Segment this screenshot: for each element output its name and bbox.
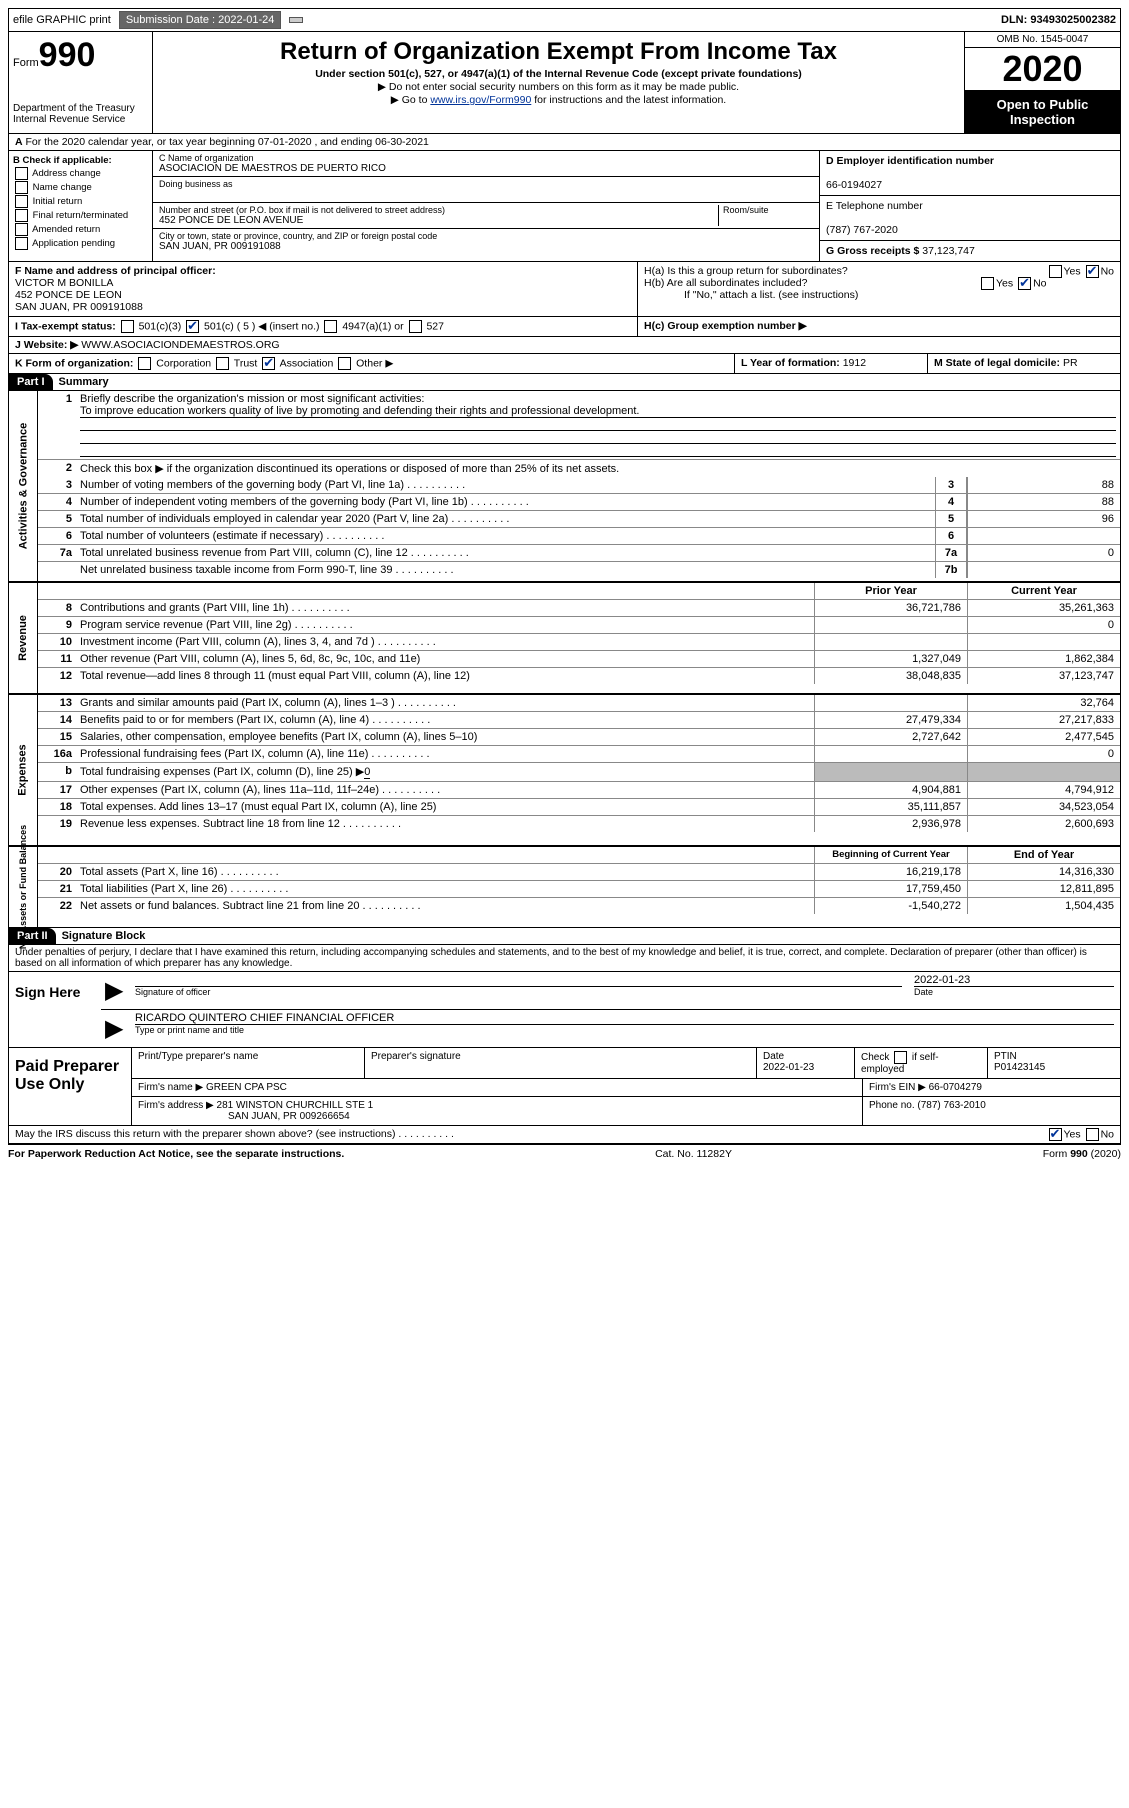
part-i-header: Part ISummary	[8, 374, 1121, 391]
part-ii-header: Part IISignature Block	[8, 928, 1121, 945]
officer-name: RICARDO QUINTERO CHIEF FINANCIAL OFFICER	[135, 1012, 394, 1024]
state-domicile: PR	[1063, 357, 1078, 369]
website-row: J Website: ▶ WWW.ASOCIACIONDEMAESTROS.OR…	[8, 337, 1121, 354]
box-deg: D Employer identification number 66-0194…	[819, 151, 1120, 261]
org-street: 452 PONCE DE LEON AVENUE	[159, 215, 718, 226]
officer-group-row: F Name and address of principal officer:…	[8, 262, 1121, 317]
year-formation: 1912	[843, 357, 866, 369]
discuss-yes-checkbox[interactable]	[1049, 1128, 1062, 1141]
submission-date-button[interactable]: Submission Date : 2022-01-24	[119, 11, 282, 29]
dept-label: Department of the Treasury	[13, 103, 148, 114]
website-value: WWW.ASOCIACIONDEMAESTROS.ORG	[78, 339, 279, 351]
other-checkbox[interactable]	[338, 357, 351, 370]
org-name: ASOCIACION DE MAESTROS DE PUERTO RICO	[159, 163, 813, 174]
mission-text: To improve education workers quality of …	[80, 405, 1116, 418]
sign-here-block: Sign Here ▶ Signature of officer 2022-01…	[8, 972, 1121, 1048]
org-info-grid: B Check if applicable: Address change Na…	[8, 151, 1121, 262]
subtitle-1: Under section 501(c), 527, or 4947(a)(1)…	[161, 68, 956, 80]
ha-no-checkbox[interactable]	[1086, 265, 1099, 278]
501c3-checkbox[interactable]	[121, 320, 134, 333]
form-label: Form	[13, 57, 39, 69]
line-a: A For the 2020 calendar year, or tax yea…	[8, 134, 1121, 151]
dln-label: DLN: 93493025002382	[1001, 14, 1116, 26]
name-change-checkbox[interactable]	[15, 181, 28, 194]
discuss-no-checkbox[interactable]	[1086, 1128, 1099, 1141]
top-bar: efile GRAPHIC print Submission Date : 20…	[8, 8, 1121, 32]
open-to-public: Open to PublicInspection	[965, 91, 1120, 133]
discuss-row: May the IRS discuss this return with the…	[8, 1126, 1121, 1144]
form-number: 990	[39, 36, 96, 74]
initial-return-checkbox[interactable]	[15, 195, 28, 208]
ptin-value: P01423145	[994, 1062, 1045, 1073]
box-c: C Name of organization ASOCIACION DE MAE…	[153, 151, 819, 261]
ha-yes-checkbox[interactable]	[1049, 265, 1062, 278]
v4: 88	[967, 494, 1120, 510]
hb-no-checkbox[interactable]	[1018, 277, 1031, 290]
box-b: B Check if applicable: Address change Na…	[9, 151, 153, 261]
efile-label: efile GRAPHIC print	[13, 14, 111, 26]
instructions-link[interactable]: www.irs.gov/Form990	[430, 94, 531, 106]
firm-ein: 66-0704279	[929, 1082, 982, 1093]
subtitle-2: ▶ Do not enter social security numbers o…	[161, 81, 956, 93]
telephone-value: (787) 767-2020	[826, 224, 898, 236]
tax-year: 2020	[965, 48, 1120, 91]
subtitle-3: ▶ Go to www.irs.gov/Form990 for instruct…	[161, 94, 956, 106]
527-checkbox[interactable]	[409, 320, 422, 333]
ein-value: 66-0194027	[826, 179, 882, 191]
gov-tab: Activities & Governance	[17, 423, 29, 550]
4947-checkbox[interactable]	[324, 320, 337, 333]
summary-table: Activities & Governance 1 Briefly descri…	[8, 391, 1121, 928]
net-tab: Net Assets or Fund Balances	[18, 825, 28, 949]
assoc-checkbox[interactable]	[262, 357, 275, 370]
omb-number: OMB No. 1545-0047	[965, 32, 1120, 48]
page-footer: For Paperwork Reduction Act Notice, see …	[8, 1144, 1121, 1163]
v6	[967, 528, 1120, 544]
v7b	[967, 562, 1120, 578]
exp-tab: Expenses	[17, 744, 29, 795]
v7a: 0	[967, 545, 1120, 561]
firm-name: GREEN CPA PSC	[206, 1082, 287, 1093]
form-org-row: K Form of organization: Corporation Trus…	[8, 354, 1121, 374]
address-change-checkbox[interactable]	[15, 167, 28, 180]
trust-checkbox[interactable]	[216, 357, 229, 370]
corp-checkbox[interactable]	[138, 357, 151, 370]
form-title: Return of Organization Exempt From Incom…	[161, 38, 956, 66]
firm-phone: (787) 763-2010	[917, 1100, 985, 1111]
org-city: SAN JUAN, PR 009191088	[159, 241, 813, 252]
501c-checkbox[interactable]	[186, 320, 199, 333]
v3: 88	[967, 477, 1120, 493]
final-return-checkbox[interactable]	[15, 209, 28, 222]
v5: 96	[967, 511, 1120, 527]
hb-yes-checkbox[interactable]	[981, 277, 994, 290]
rev-tab: Revenue	[17, 615, 29, 661]
form-header: Form990 Department of the Treasury Inter…	[8, 32, 1121, 134]
irs-label: Internal Revenue Service	[13, 114, 148, 125]
gross-receipts: 37,123,747	[922, 245, 975, 257]
paid-preparer-block: Paid Preparer Use Only Print/Type prepar…	[8, 1048, 1121, 1126]
self-employed-checkbox[interactable]	[894, 1051, 907, 1064]
application-pending-checkbox[interactable]	[15, 237, 28, 250]
tax-exempt-row: I Tax-exempt status: 501(c)(3) 501(c) ( …	[8, 317, 1121, 337]
penalty-text: Under penalties of perjury, I declare th…	[8, 945, 1121, 972]
amended-return-checkbox[interactable]	[15, 223, 28, 236]
blank-button[interactable]	[289, 17, 303, 23]
